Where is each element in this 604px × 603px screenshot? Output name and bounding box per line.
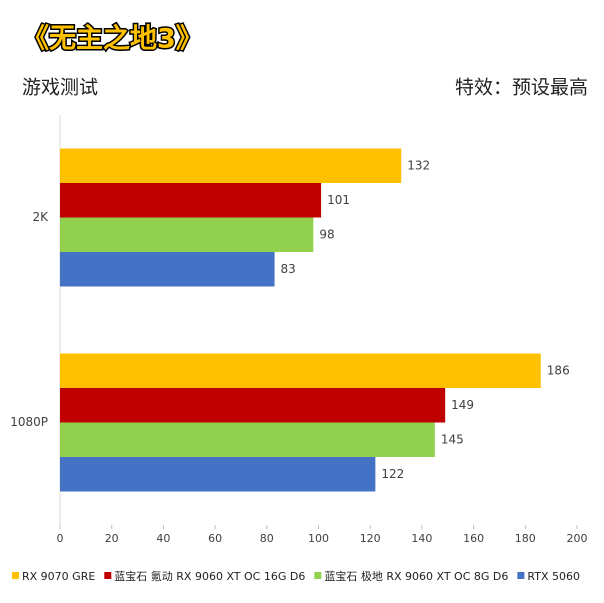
legend-swatch xyxy=(517,572,525,579)
x-tick-label: 80 xyxy=(260,532,274,545)
legend-label: 蓝宝石 极地 RX 9060 XT OC 8G D6 xyxy=(324,569,508,583)
x-tick-label: 140 xyxy=(411,532,432,545)
bar xyxy=(60,353,541,388)
value-label: 98 xyxy=(319,227,334,241)
legend-swatch xyxy=(12,572,19,579)
x-tick-label: 180 xyxy=(515,532,536,545)
subtitle: 游戏测试 xyxy=(22,77,98,99)
chart-title: 《无主之地3》 xyxy=(22,23,203,55)
y-tick-label: 1080P xyxy=(10,415,48,429)
x-tick-label: 20 xyxy=(105,532,119,545)
bar xyxy=(60,457,376,492)
x-tick-label: 60 xyxy=(208,532,222,545)
x-tick-label: 40 xyxy=(156,532,170,545)
x-tick-label: 200 xyxy=(567,532,588,545)
value-label: 145 xyxy=(441,432,464,446)
value-label: 122 xyxy=(381,467,404,481)
x-tick-label: 100 xyxy=(308,532,329,545)
legend-swatch xyxy=(104,572,112,579)
note: 特效：预设最高 xyxy=(455,77,588,99)
bar xyxy=(60,183,322,218)
x-tick-label: 160 xyxy=(463,532,484,545)
bar xyxy=(60,217,314,252)
bar xyxy=(60,148,402,183)
legend-swatch xyxy=(314,572,322,579)
legend-label: 蓝宝石 氪动 RX 9060 XT OC 16G D6 xyxy=(114,569,305,583)
bar xyxy=(60,252,275,287)
x-tick-label: 120 xyxy=(360,532,381,545)
value-label: 101 xyxy=(327,193,350,207)
legend-label: RX 9070 GRE xyxy=(22,570,95,583)
value-label: 83 xyxy=(281,262,296,276)
bar xyxy=(60,388,446,423)
value-label: 132 xyxy=(407,158,430,172)
value-label: 149 xyxy=(451,398,474,412)
y-tick-label: 2K xyxy=(32,210,49,224)
bar xyxy=(60,422,435,457)
legend-label: RTX 5060 xyxy=(527,570,580,583)
x-tick-label: 0 xyxy=(57,532,64,545)
value-label: 186 xyxy=(547,363,570,377)
